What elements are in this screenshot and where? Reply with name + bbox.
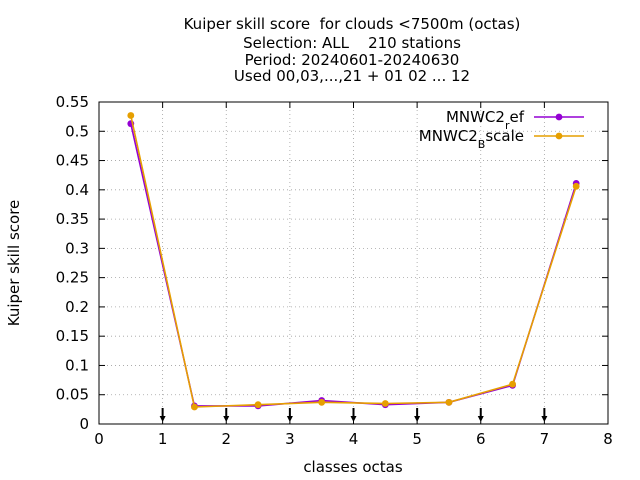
series-2-point: [254, 401, 262, 409]
y-tick-label: 0.55: [56, 93, 89, 111]
series-2-point: [191, 403, 198, 411]
y-tick-label: 0.35: [56, 210, 89, 228]
legend-label-2: MNWC2Bscale: [419, 127, 524, 151]
x-tick-label: 3: [285, 430, 295, 448]
series-line-2: [130, 115, 577, 408]
x-tick-label: 4: [349, 430, 359, 448]
y-tick-label: 0.3: [65, 239, 89, 257]
series-2-point: [381, 400, 389, 407]
x-tick-label: 2: [221, 430, 231, 448]
y-tick-label: 0.1: [65, 356, 89, 374]
legend-marker-1: [555, 113, 563, 121]
x-tick-label: 7: [540, 430, 550, 448]
y-tick-label: 0.45: [56, 152, 89, 170]
y-tick-label: 0.05: [56, 386, 89, 404]
legend-label-1: MNWC2ref: [446, 108, 525, 132]
series-2-point: [572, 182, 580, 190]
chart-title-line-1: Kuiper skill score for clouds <7500m (oc…: [183, 15, 521, 33]
y-tick-label: 0.15: [56, 327, 89, 345]
series-2-point: [445, 398, 453, 406]
x-tick-label: 0: [94, 430, 104, 448]
chart-title-line-3: Period: 20240601-20240630: [244, 51, 460, 69]
x-tick-label: 1: [158, 430, 168, 448]
chart-title-line-4: Used 00,03,...,21 + 01 02 ... 12: [233, 67, 471, 85]
y-tick-label: 0.2: [65, 298, 89, 316]
y-tick-label: 0.5: [65, 122, 89, 140]
y-tick-label: 0: [79, 415, 89, 433]
series-2-point: [318, 398, 326, 406]
x-tick-label: 5: [412, 430, 422, 448]
x-tick-label: 6: [476, 430, 486, 448]
y-axis-label: Kuiper skill score: [5, 200, 23, 327]
x-axis-label: classes octas: [303, 458, 403, 476]
series-2-point: [127, 112, 135, 119]
y-tick-label: 0.25: [56, 269, 89, 287]
chart-title-line-2: Selection: ALL 210 stations: [243, 34, 461, 52]
legend-marker-2: [555, 132, 563, 140]
y-tick-label: 0.4: [65, 181, 89, 199]
series-2-point: [509, 380, 516, 388]
x-tick-label: 8: [603, 430, 613, 448]
